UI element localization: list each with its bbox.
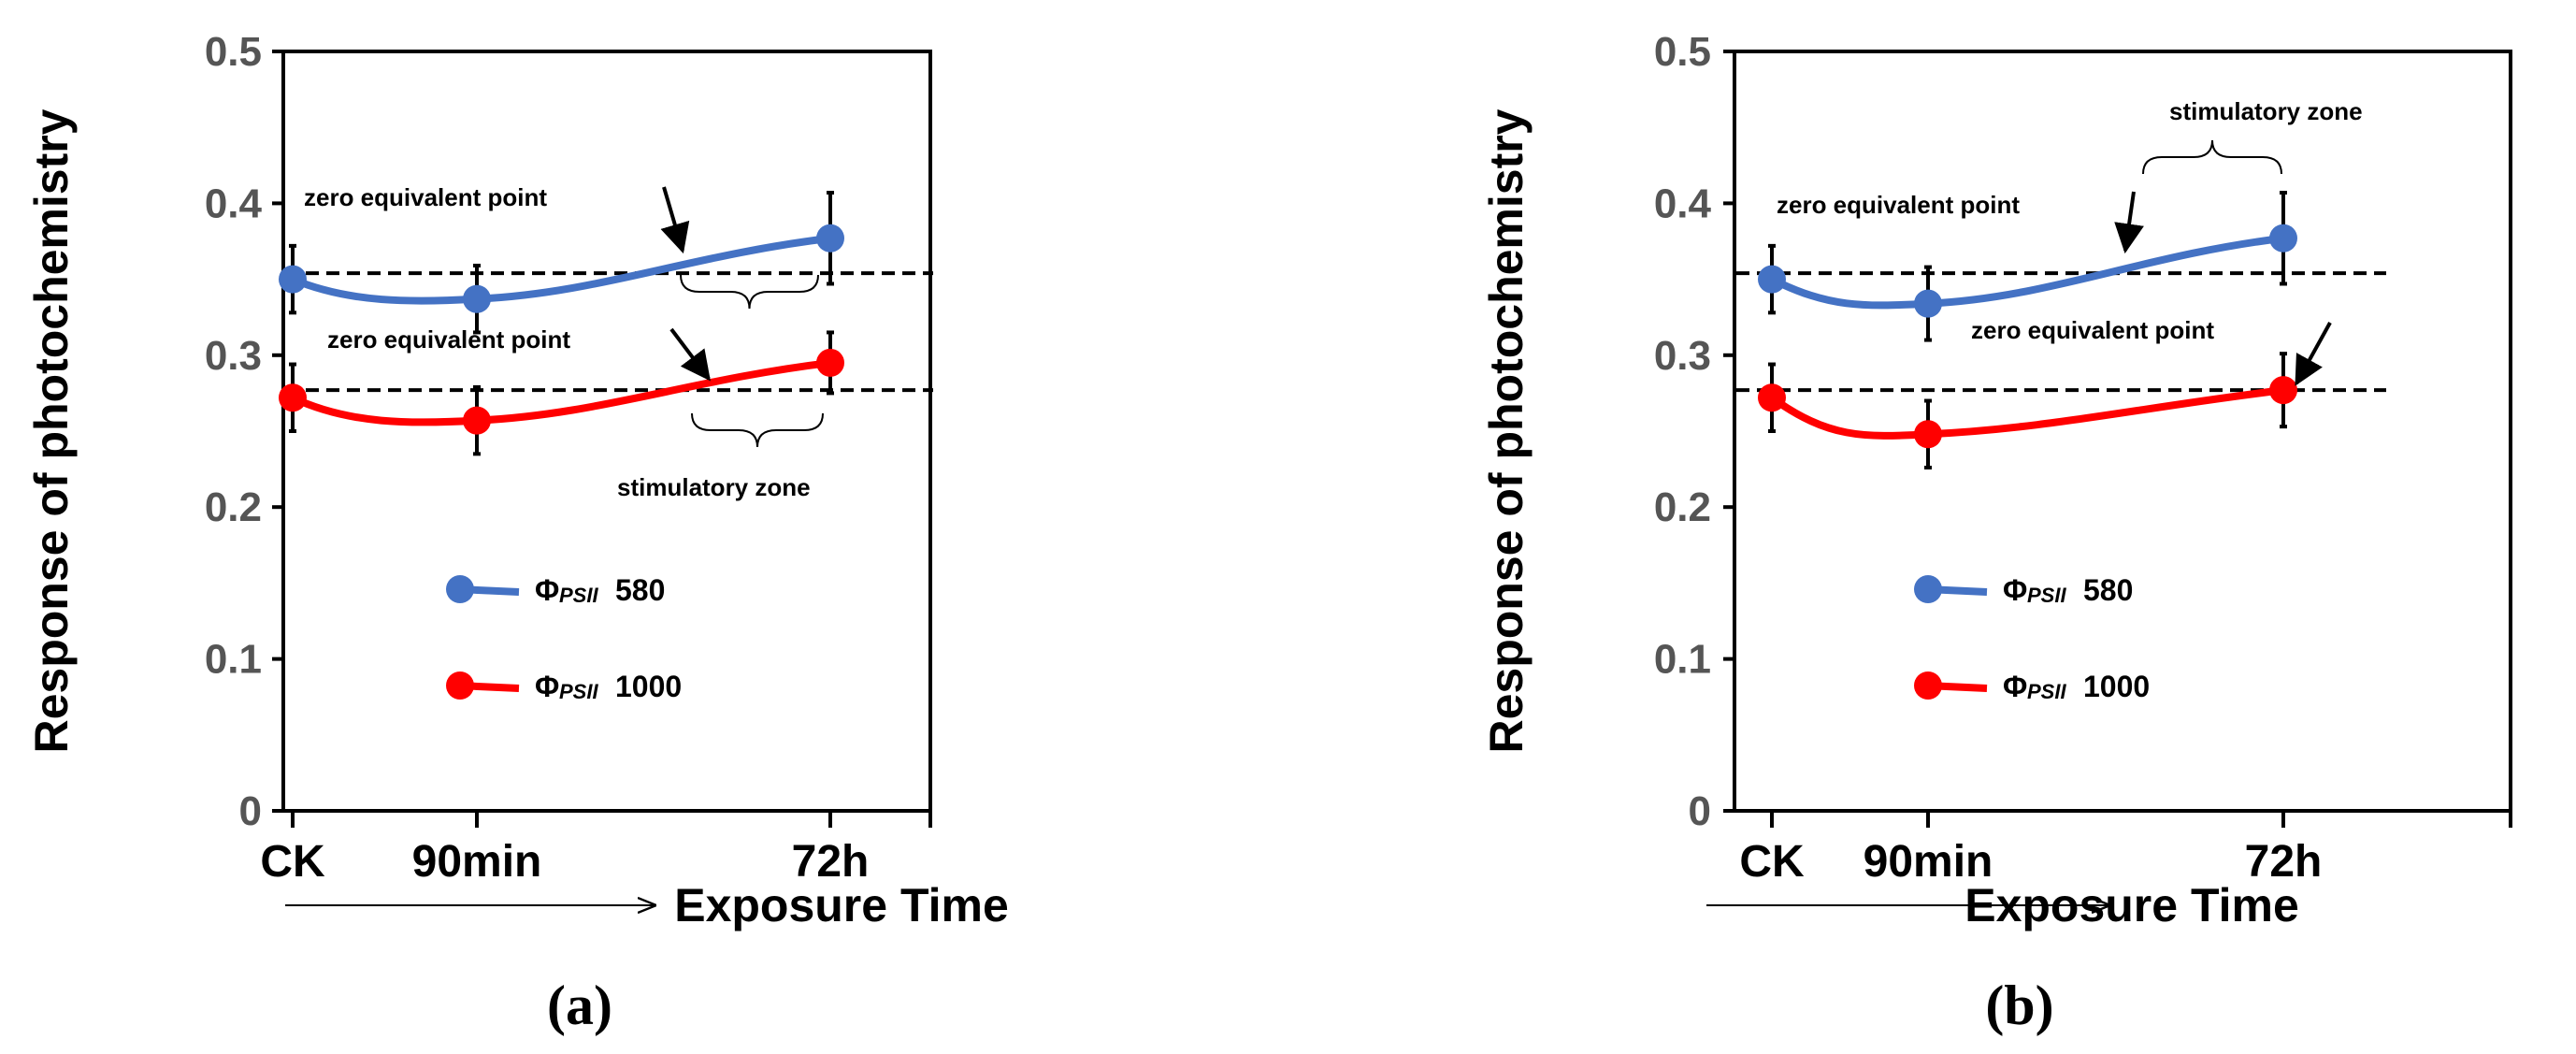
y-tick-label: 0.2 bbox=[1654, 484, 1711, 530]
x-axis-label: Exposure Time bbox=[674, 879, 1009, 931]
legend-phi-symbol: Φ bbox=[535, 573, 559, 607]
data-point-1000 bbox=[1758, 383, 1786, 412]
legend-label: 580 bbox=[2083, 573, 2133, 607]
series-line-580 bbox=[1770, 234, 2284, 310]
panel-label: (a) bbox=[547, 975, 612, 1036]
y-tick-label: 0.5 bbox=[205, 29, 262, 75]
chart-panel-b: 0 0.1 0.2 0.3 0.4 0.5 CK 90min 72h Response of ph… bbox=[1480, 29, 2512, 1036]
stimulatory-zone-brace bbox=[680, 274, 819, 310]
annotation-arrow bbox=[2295, 322, 2332, 386]
series-line-580 bbox=[291, 234, 831, 305]
data-point-580 bbox=[2269, 224, 2297, 253]
x-tick-label: 90min bbox=[1864, 837, 1993, 887]
legend-label: 1000 bbox=[2083, 670, 2150, 703]
legend-subscript: PSII bbox=[559, 680, 598, 703]
x-tick-label: 72h bbox=[2245, 837, 2323, 887]
data-point-1000 bbox=[463, 406, 491, 435]
legend-phi-symbol: Φ bbox=[2003, 573, 2027, 607]
annotation-text: zero equivalent point bbox=[1777, 191, 2020, 219]
data-point-1000 bbox=[2269, 376, 2297, 405]
data-point-580 bbox=[816, 224, 844, 253]
data-point-1000 bbox=[279, 383, 307, 412]
legend-marker-1000 bbox=[1914, 671, 1942, 700]
data-point-580 bbox=[279, 265, 307, 294]
stimulatory-zone-brace bbox=[691, 412, 824, 448]
panel-label: (b) bbox=[1985, 975, 2053, 1036]
legend-marker-580 bbox=[446, 575, 474, 603]
y-tick-label: 0.5 bbox=[1654, 29, 1711, 75]
y-axis-label: Response of photochemistry bbox=[1480, 108, 1533, 753]
y-tick-label: 0.3 bbox=[205, 333, 262, 379]
y-tick-label: 0 bbox=[239, 788, 262, 834]
plot-frame bbox=[281, 50, 932, 813]
annotation-arrow bbox=[669, 327, 711, 382]
annotation-arrow bbox=[2114, 191, 2144, 254]
data-point-1000 bbox=[1914, 420, 1942, 449]
annotation-text: zero equivalent point bbox=[327, 325, 570, 354]
data-point-580 bbox=[463, 284, 491, 313]
data-point-580 bbox=[1758, 265, 1786, 294]
x-tick-label: CK bbox=[260, 837, 325, 887]
x-tick-label: CK bbox=[1739, 837, 1805, 887]
legend-marker-580 bbox=[1914, 575, 1942, 603]
legend-phi-symbol: Φ bbox=[2003, 670, 2027, 703]
x-axis-label: Exposure Time bbox=[1964, 879, 2299, 931]
y-tick-label: 0.2 bbox=[205, 484, 262, 530]
y-tick-label: 0.4 bbox=[205, 180, 263, 226]
stimulatory-zone-brace bbox=[2142, 139, 2282, 175]
x-tick-label: 90min bbox=[412, 837, 542, 887]
y-tick-label: 0.4 bbox=[1654, 180, 1712, 226]
legend-subscript: PSII bbox=[2027, 680, 2066, 703]
annotation-text: zero equivalent point bbox=[304, 183, 547, 211]
y-tick-label: 0.3 bbox=[1654, 333, 1711, 379]
y-tick-label: 0.1 bbox=[1654, 637, 1711, 683]
legend-label: 580 bbox=[615, 573, 665, 607]
data-point-1000 bbox=[816, 348, 844, 377]
data-point-580 bbox=[1914, 289, 1942, 318]
annotation-arrow bbox=[660, 186, 690, 254]
legend-subscript: PSII bbox=[2027, 584, 2066, 607]
series-line-1000 bbox=[291, 358, 831, 426]
annotation-text: stimulatory zone bbox=[2169, 97, 2363, 125]
plot-frame bbox=[1733, 50, 2512, 813]
annotation-text: zero equivalent point bbox=[1971, 316, 2214, 344]
y-axis-label: Response of photochemistry bbox=[25, 108, 78, 753]
y-tick-label: 0 bbox=[1689, 788, 1711, 834]
y-tick-label: 0.1 bbox=[205, 637, 262, 683]
chart-panel-a: 0 0.1 0.2 0.3 0.4 0.5 CK 90min 72h Response of ph… bbox=[25, 29, 1009, 1036]
legend-marker-1000 bbox=[446, 671, 474, 700]
x-tick-label: 72h bbox=[792, 837, 870, 887]
legend-subscript: PSII bbox=[559, 584, 598, 607]
annotation-text: stimulatory zone bbox=[617, 473, 811, 501]
series-line-1000 bbox=[1769, 386, 2284, 440]
legend-label: 1000 bbox=[615, 670, 682, 703]
legend-phi-symbol: Φ bbox=[535, 670, 559, 703]
